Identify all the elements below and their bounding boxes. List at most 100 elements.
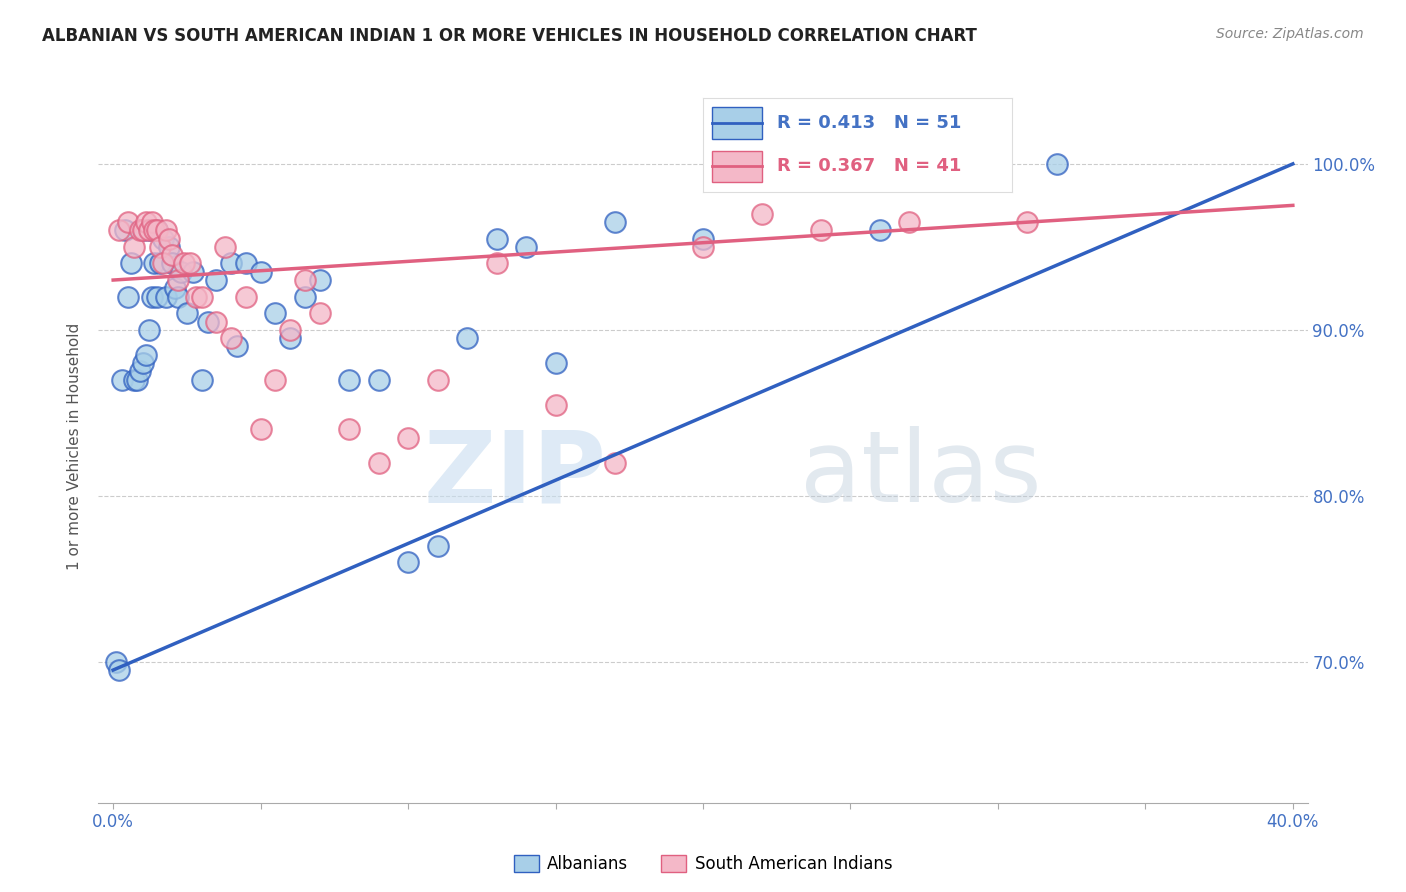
Point [426, 539, 449, 553]
Point [160, 248, 183, 262]
Point [544, 356, 567, 370]
Point [249, 265, 271, 279]
Point [337, 422, 360, 436]
Point [515, 240, 537, 254]
Legend: Albanians, South American Indians: Albanians, South American Indians [508, 848, 898, 880]
Point [278, 323, 301, 337]
Point [603, 215, 626, 229]
Point [190, 373, 212, 387]
Point [869, 223, 891, 237]
Point [249, 422, 271, 436]
Point [603, 456, 626, 470]
Point [157, 240, 180, 254]
Point [165, 281, 187, 295]
Point [117, 290, 139, 304]
Point [235, 290, 257, 304]
Point [308, 273, 330, 287]
Point [205, 273, 228, 287]
Point [135, 215, 157, 229]
Point [898, 215, 921, 229]
Text: R = 0.413   N = 51: R = 0.413 N = 51 [778, 114, 962, 132]
Point [122, 373, 145, 387]
Point [367, 456, 389, 470]
Point [128, 364, 150, 378]
Point [170, 265, 193, 279]
Point [176, 306, 198, 320]
Point [146, 223, 169, 237]
Point [155, 290, 177, 304]
Point [226, 339, 249, 353]
Point [149, 240, 172, 254]
Text: ZIP: ZIP [423, 426, 606, 523]
Point [146, 290, 169, 304]
Text: R = 0.367   N = 41: R = 0.367 N = 41 [778, 158, 962, 176]
Point [138, 323, 160, 337]
Point [278, 331, 301, 345]
Point [114, 223, 136, 237]
Point [128, 223, 150, 237]
Point [485, 231, 508, 245]
Point [141, 215, 163, 229]
Point [264, 373, 287, 387]
Point [396, 431, 419, 445]
Point [396, 555, 419, 569]
Point [155, 223, 177, 237]
Point [1046, 157, 1069, 171]
Point [125, 373, 148, 387]
Point [131, 223, 153, 237]
Point [149, 256, 172, 270]
Point [146, 223, 169, 237]
Point [692, 231, 714, 245]
Text: ALBANIAN VS SOUTH AMERICAN INDIAN 1 OR MORE VEHICLES IN HOUSEHOLD CORRELATION CH: ALBANIAN VS SOUTH AMERICAN INDIAN 1 OR M… [42, 27, 977, 45]
Point [337, 373, 360, 387]
Point [141, 290, 163, 304]
Point [214, 240, 236, 254]
Point [167, 290, 190, 304]
Point [294, 273, 316, 287]
Point [138, 223, 160, 237]
Point [367, 373, 389, 387]
Point [135, 348, 157, 362]
Point [219, 331, 242, 345]
Point [235, 256, 257, 270]
Point [544, 397, 567, 411]
Point [181, 265, 204, 279]
Point [205, 314, 228, 328]
Point [1017, 215, 1039, 229]
Point [143, 223, 166, 237]
Point [294, 290, 316, 304]
Point [152, 256, 174, 270]
Point [190, 290, 212, 304]
Point [426, 373, 449, 387]
Point [264, 306, 287, 320]
Point [485, 256, 508, 270]
Point [160, 256, 183, 270]
Point [751, 207, 773, 221]
Point [308, 306, 330, 320]
Point [692, 240, 714, 254]
Point [157, 231, 180, 245]
Point [197, 314, 219, 328]
Text: atlas: atlas [800, 426, 1042, 523]
Point [131, 223, 153, 237]
Point [131, 356, 153, 370]
Point [111, 373, 134, 387]
Point [810, 223, 832, 237]
FancyBboxPatch shape [713, 108, 762, 139]
Point [456, 331, 478, 345]
Point [173, 256, 195, 270]
Point [152, 231, 174, 245]
Text: Source: ZipAtlas.com: Source: ZipAtlas.com [1216, 27, 1364, 41]
Point [122, 240, 145, 254]
Point [184, 290, 207, 304]
Point [219, 256, 242, 270]
Point [179, 256, 201, 270]
Point [138, 223, 160, 237]
Point [143, 256, 166, 270]
FancyBboxPatch shape [713, 151, 762, 183]
Point [108, 223, 131, 237]
Point [105, 655, 128, 669]
Point [167, 273, 190, 287]
Y-axis label: 1 or more Vehicles in Household: 1 or more Vehicles in Household [67, 322, 83, 570]
Point [108, 663, 131, 677]
